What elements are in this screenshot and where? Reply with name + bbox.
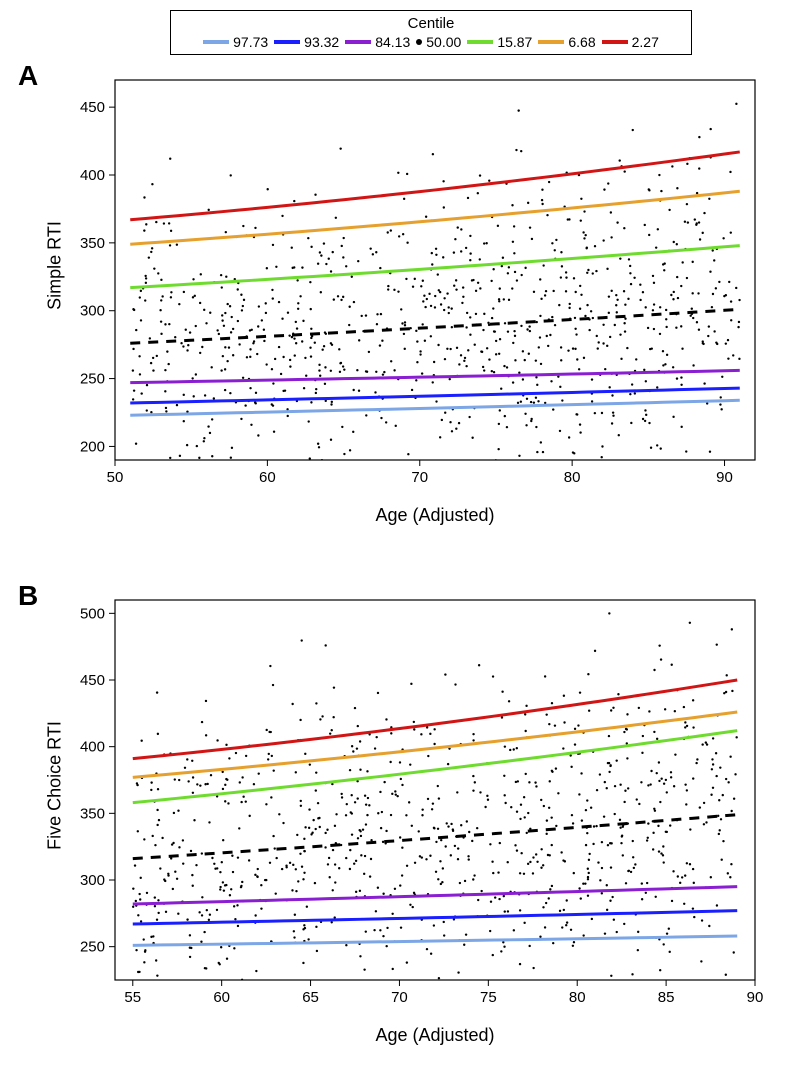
- svg-text:250: 250: [80, 939, 105, 956]
- svg-text:400: 400: [80, 739, 105, 756]
- legend-swatch-icon: [274, 40, 300, 44]
- legend-title: Centile: [181, 15, 681, 32]
- svg-text:250: 250: [80, 371, 105, 388]
- svg-text:75: 75: [480, 989, 497, 1006]
- legend-item-4: 15.87: [467, 34, 532, 50]
- panel-b-svg: 5560657075808590250300350400450500: [115, 600, 755, 980]
- legend-item-0: 97.73: [203, 34, 268, 50]
- legend-label: 93.32: [304, 34, 339, 50]
- svg-text:300: 300: [80, 303, 105, 320]
- legend-item-6: 2.27: [602, 34, 659, 50]
- svg-text:50: 50: [107, 469, 124, 486]
- legend-label: 2.27: [632, 34, 659, 50]
- svg-text:80: 80: [564, 469, 581, 486]
- svg-text:400: 400: [80, 167, 105, 184]
- legend-label: 6.68: [568, 34, 595, 50]
- legend-swatch-icon: [467, 40, 493, 44]
- svg-text:90: 90: [716, 469, 733, 486]
- svg-text:70: 70: [411, 469, 428, 486]
- legend-label: 97.73: [233, 34, 268, 50]
- panel-b-label: B: [18, 580, 38, 612]
- svg-text:60: 60: [213, 989, 230, 1006]
- panel-b-xlabel: Age (Adjusted): [115, 1025, 755, 1046]
- panel-b-plot: 5560657075808590250300350400450500: [115, 600, 755, 980]
- legend-row: 97.73 93.32 84.13 50.00 15.87 6.68 2.27: [181, 34, 681, 50]
- svg-text:60: 60: [259, 469, 276, 486]
- svg-text:450: 450: [80, 672, 105, 689]
- svg-text:450: 450: [80, 99, 105, 116]
- legend-item-2: 84.13: [345, 34, 410, 50]
- legend-label: 15.87: [497, 34, 532, 50]
- panel-a-xlabel: Age (Adjusted): [115, 505, 755, 526]
- figure: A Centile 97.73 93.32 84.13 50.00 15.87 6.68 2…: [0, 0, 788, 1066]
- legend-item-5: 6.68: [538, 34, 595, 50]
- panel-a-ylabel: Simple RTI: [45, 191, 66, 341]
- svg-text:500: 500: [80, 605, 105, 622]
- svg-text:200: 200: [80, 438, 105, 455]
- svg-text:70: 70: [391, 989, 408, 1006]
- legend-label: 50.00: [426, 34, 461, 50]
- legend-swatch-icon: [538, 40, 564, 44]
- panel-a-plot: 5060708090200250300350400450: [115, 80, 755, 460]
- legend-point-icon: [416, 39, 422, 45]
- svg-text:80: 80: [569, 989, 586, 1006]
- panel-a-label: A: [18, 60, 38, 92]
- panel-b-ylabel: Five Choice RTI: [45, 701, 66, 871]
- svg-text:85: 85: [658, 989, 675, 1006]
- svg-text:55: 55: [124, 989, 141, 1006]
- svg-text:350: 350: [80, 805, 105, 822]
- legend-swatch-icon: [203, 40, 229, 44]
- legend-label: 84.13: [375, 34, 410, 50]
- legend-swatch-icon: [602, 40, 628, 44]
- panel-a-svg: 5060708090200250300350400450: [115, 80, 755, 460]
- legend-box: Centile 97.73 93.32 84.13 50.00 15.87 6.68 2.2…: [170, 10, 692, 55]
- legend-item-3: 50.00: [416, 34, 461, 50]
- legend-swatch-icon: [345, 40, 371, 44]
- legend-item-1: 93.32: [274, 34, 339, 50]
- svg-text:65: 65: [302, 989, 319, 1006]
- svg-text:300: 300: [80, 872, 105, 889]
- svg-text:350: 350: [80, 235, 105, 252]
- svg-text:90: 90: [747, 989, 764, 1006]
